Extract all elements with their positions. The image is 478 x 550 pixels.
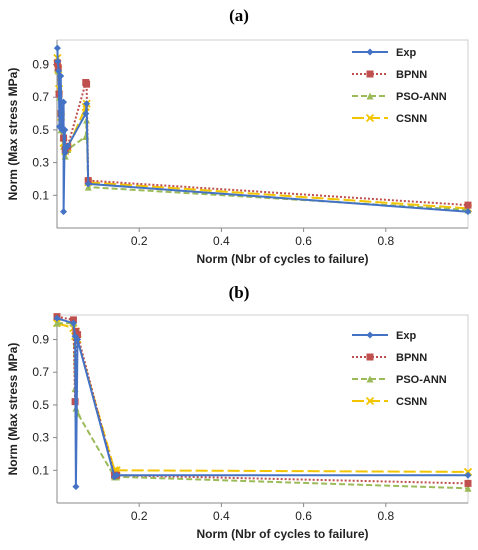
chart-panel-b: (b) 0.1 0.3 0.5 0.7 0.9 0.2 0.4 0.6 0.8 Norm (Nbr… — [0, 275, 478, 550]
a-point-bpnn — [464, 201, 472, 209]
a-point-exp — [83, 100, 91, 108]
a-point-exp — [61, 149, 69, 157]
b-y-tick-label: 0.1 — [32, 463, 49, 477]
a-y-axis-title: Norm (Max stress MPa) — [6, 68, 20, 201]
a-legend-label-bpnn: BPNN — [396, 69, 427, 81]
a-y-tick-label: 0.3 — [32, 156, 49, 170]
a-x-tick-label: 0.4 — [213, 234, 230, 248]
a-point-exp — [54, 57, 62, 65]
b-point-exp — [53, 314, 61, 322]
a-point-exp — [60, 208, 68, 216]
a-legend: Exp BPNN PSO-ANN CSNN — [352, 47, 447, 125]
a-point-exp — [60, 98, 68, 106]
b-legend-marker-bpnn — [366, 353, 374, 361]
b-point-exp — [69, 319, 77, 327]
b-y-tick-label: 0.3 — [32, 431, 49, 445]
b-y-tick-label: 0.7 — [32, 365, 49, 379]
a-series-pso-ann — [53, 64, 472, 214]
a-point-exp — [53, 44, 61, 52]
a-legend-marker-bpnn — [366, 70, 374, 78]
b-point-exp — [74, 336, 82, 344]
a-point-exp — [464, 208, 472, 216]
b-point-bpnn — [74, 331, 82, 339]
chart-panel-a: (a) 0.1 0.3 0.5 0.7 0.9 0.2 0.4 0.6 0.8 Norm (Nbr… — [6, 6, 473, 266]
a-x-tick-label: 0.6 — [295, 234, 312, 248]
a-line-bpnn — [56, 62, 469, 207]
a-legend-label-pso-ann: PSO-ANN — [396, 91, 447, 103]
b-point-pso-ann — [464, 484, 472, 492]
a-x-axis-title: Norm (Nbr of cycles to failure) — [196, 252, 368, 266]
a-legend-label-csnn: CSNN — [396, 113, 427, 125]
b-x-tick-label: 0.2 — [131, 509, 148, 523]
a-series-exp — [53, 44, 472, 216]
b-y-axis-title: Norm (Max stress MPa) — [6, 343, 20, 476]
a-legend-marker-csnn — [365, 113, 375, 123]
a-y-tick-label: 0.9 — [32, 58, 49, 72]
a-x-tick-label: 0.8 — [377, 234, 394, 248]
a-point-exp — [82, 110, 90, 118]
b-legend-marker-csnn — [365, 396, 375, 406]
a-point-exp — [57, 72, 65, 80]
a-legend-marker-pso-ann — [366, 92, 374, 100]
b-legend: Exp BPNN PSO-ANN CSNN — [352, 330, 447, 408]
a-legend-marker-exp — [366, 48, 374, 56]
chart-a-svg: 0.1 0.3 0.5 0.7 0.9 0.2 0.4 0.6 0.8 Norm (Nbr of … — [6, 39, 473, 266]
b-legend-label-bpnn: BPNN — [396, 352, 427, 364]
a-y-tick-label: 0.7 — [32, 90, 49, 104]
a-point-bpnn — [83, 80, 91, 88]
b-x-axis-title: Norm (Nbr of cycles to failure) — [196, 527, 368, 541]
b-x-tick-label: 0.4 — [213, 509, 230, 523]
b-y-tick-label: 0.5 — [32, 398, 49, 412]
a-legend-label-exp: Exp — [396, 47, 416, 59]
b-legend-marker-exp — [366, 331, 374, 339]
panel-label-b: (b) — [228, 283, 250, 302]
b-y-tick-label: 0.9 — [32, 333, 49, 347]
b-point-pso-ann — [53, 319, 61, 327]
a-y-tick-label: 0.5 — [32, 123, 49, 137]
a-point-exp — [84, 180, 92, 188]
b-legend-label-exp: Exp — [396, 330, 416, 342]
b-legend-label-pso-ann: PSO-ANN — [396, 374, 447, 386]
b-legend-label-csnn: CSNN — [396, 396, 427, 408]
b-legend-marker-pso-ann — [366, 375, 374, 383]
a-y-tick-label: 0.1 — [32, 188, 49, 202]
b-point-bpnn — [464, 479, 472, 487]
b-series-exp — [53, 314, 472, 491]
a-line-pso-ann — [56, 67, 469, 211]
a-x-tick-label: 0.2 — [131, 234, 148, 248]
panel-label-a: (a) — [229, 6, 249, 25]
b-x-tick-label: 0.8 — [377, 509, 394, 523]
b-x-tick-label: 0.6 — [295, 509, 312, 523]
a-point-exp — [61, 126, 69, 134]
b-point-exp — [113, 471, 121, 479]
chart-b-svg: 0.1 0.3 0.5 0.7 0.9 0.2 0.4 0.6 0.8 Norm (Nbr of … — [6, 313, 473, 541]
b-point-exp — [72, 483, 80, 491]
b-point-exp — [464, 471, 472, 479]
a-point-exp — [64, 142, 72, 150]
